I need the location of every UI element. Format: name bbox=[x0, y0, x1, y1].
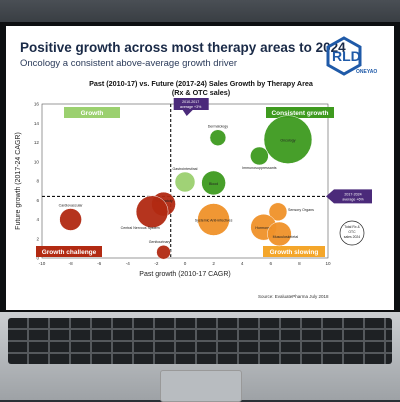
avg-y-callout bbox=[326, 189, 372, 204]
bubble-chart: -10 -8 -6 -4 -2 0 2 4 6 8 10 0 2 4 6 8 10 12 14 16 Past grow… bbox=[15, 98, 372, 278]
size-legend-circle bbox=[339, 220, 365, 246]
y-tick-label: 8 bbox=[36, 179, 39, 184]
bubble-point bbox=[209, 129, 227, 146]
quadrant-consistent-box bbox=[266, 107, 334, 118]
keyboard-rows bbox=[8, 318, 392, 364]
y-tick-label: 14 bbox=[34, 121, 40, 126]
bubble-label: Musculoskeletal bbox=[273, 235, 299, 239]
bubble-label: Blood bbox=[209, 182, 218, 186]
bubble-label: Sensory Organs bbox=[288, 208, 314, 212]
bubble-point bbox=[135, 195, 169, 229]
x-tick-label: -6 bbox=[97, 261, 102, 266]
x-tick-label: 10 bbox=[325, 261, 331, 266]
quadrant-consistent-label: Consistent growth bbox=[271, 110, 328, 117]
bubble-label: Gastrointestinal bbox=[173, 167, 198, 171]
bubble-point bbox=[174, 171, 196, 193]
quadrant-challenge-label: Growth challenge bbox=[42, 249, 97, 256]
quadrant-slowing-box bbox=[263, 246, 325, 257]
chart-title: Past (2010-17) vs. Future (2017-24) Sale… bbox=[66, 79, 336, 97]
slide-subtitle: Oncology a consistent above-average grow… bbox=[20, 58, 238, 69]
quadrant-slowing-label: Growth slowing bbox=[270, 249, 319, 256]
y-tick-label: 2 bbox=[36, 236, 39, 241]
avg-y-callout-label-b: average +6% bbox=[342, 197, 364, 201]
chart-title-sub: (Rx & OTC sales) bbox=[171, 88, 231, 97]
quadrant-growth-label: Growth bbox=[81, 110, 104, 117]
avg-x-callout bbox=[173, 98, 209, 116]
bubble-label: Immunosuppressants bbox=[242, 166, 277, 170]
x-tick-label: 2 bbox=[212, 261, 215, 266]
x-tick-label: 6 bbox=[270, 261, 273, 266]
bubble-point bbox=[197, 203, 230, 236]
chart-title-main: Past (2010-17) vs. Future (2017-24) Sale… bbox=[89, 79, 313, 88]
trackpad bbox=[160, 370, 242, 402]
bubble-label: Cardiovascular bbox=[59, 204, 84, 208]
y-tick-label: 12 bbox=[34, 140, 40, 145]
bubble-point bbox=[59, 208, 82, 231]
y-axis-label: Future growth (2017-24 CAGR) bbox=[15, 132, 22, 230]
logo-letters: RLD bbox=[332, 48, 361, 64]
bubble-label: Central Nervous System bbox=[121, 226, 160, 230]
x-tick-label: -2 bbox=[154, 261, 159, 266]
x-axis-label: Past growth (2010-17 CAGR) bbox=[139, 271, 230, 278]
y-tick-label: 16 bbox=[34, 102, 40, 107]
bubble-point bbox=[156, 244, 171, 260]
x-tick-label: -10 bbox=[39, 261, 46, 266]
bubble-point bbox=[201, 170, 226, 196]
x-tick-label: 8 bbox=[298, 261, 301, 266]
bubble-point bbox=[268, 202, 288, 222]
avg-x-callout-label-b: average +3% bbox=[180, 105, 202, 109]
quadrant-challenge-box bbox=[36, 246, 102, 257]
rld-logo: RLD ONEYAO bbox=[326, 36, 377, 76]
avg-y-callout-label-a: 2017-2024 bbox=[344, 192, 361, 196]
bubble-label: Genitourinary bbox=[149, 240, 171, 244]
bubble-point bbox=[263, 115, 313, 164]
y-tick-label: 4 bbox=[36, 217, 39, 222]
logo-tagline: ONEYAO bbox=[356, 69, 377, 75]
x-tick-label: 4 bbox=[241, 261, 244, 266]
bubble-label: Oncology bbox=[280, 139, 295, 143]
x-tick-label: -4 bbox=[126, 261, 131, 266]
size-legend-line3: sales 2024 bbox=[344, 235, 361, 239]
y-tick-label: 0 bbox=[36, 256, 39, 261]
y-tick-label: 10 bbox=[34, 159, 40, 164]
x-tick-label: -8 bbox=[69, 261, 74, 266]
source-note: Source: EvaluatePharma July 2018 bbox=[258, 294, 329, 299]
bubble-point bbox=[267, 221, 292, 247]
avg-x-callout-label-a: 2010-2017 bbox=[182, 100, 199, 104]
size-legend-line2: OTC bbox=[348, 230, 356, 234]
bubble-label: Hormones bbox=[255, 226, 272, 230]
bubble-label: Dermatology bbox=[208, 125, 229, 129]
bubble-label: Systemic Anti-infectives bbox=[195, 219, 233, 223]
y-tick-label: 6 bbox=[36, 198, 39, 203]
size-legend-line1: Total Rx & bbox=[344, 225, 360, 229]
laptop-screen: Positive growth across most therapy area… bbox=[6, 26, 394, 310]
x-tick-label: 0 bbox=[184, 261, 187, 266]
slide-title: Positive growth across most therapy area… bbox=[20, 40, 346, 55]
quadrant-growth-box bbox=[64, 107, 120, 118]
bubble-point bbox=[250, 146, 269, 166]
